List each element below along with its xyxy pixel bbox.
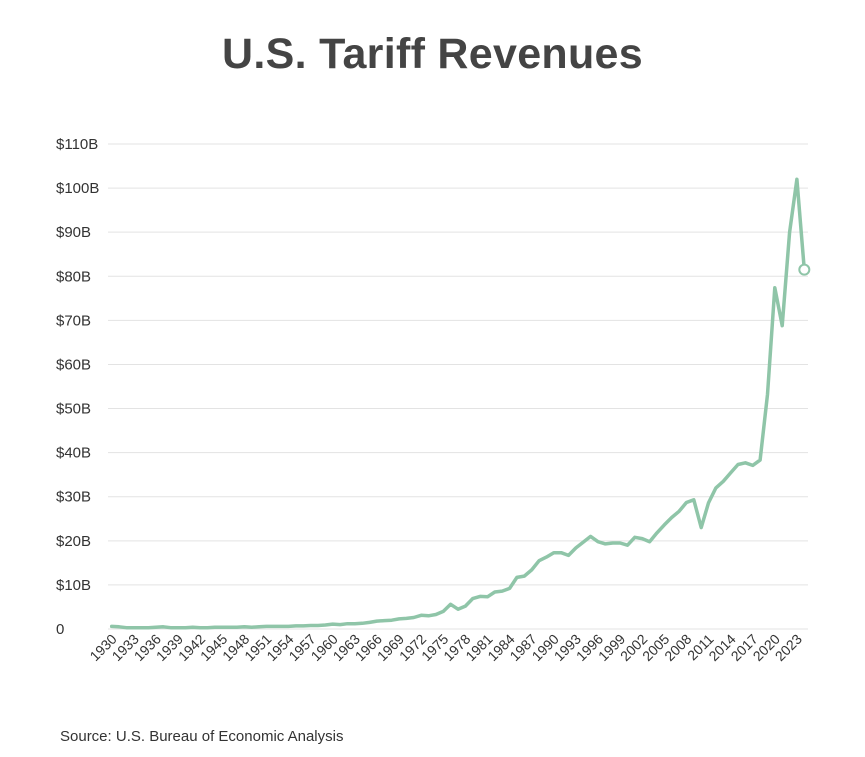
y-tick-label: $30B [56, 489, 91, 506]
gridlines [108, 143, 808, 630]
y-tick-label: $100B [56, 180, 99, 197]
y-tick-label: $50B [56, 401, 91, 418]
y-tick-label: $90B [56, 224, 91, 241]
y-tick-label: $10B [56, 577, 91, 594]
source-note: Source: U.S. Bureau of Economic Analysis [60, 728, 344, 745]
y-tick-label: $70B [56, 312, 91, 329]
y-tick-label: $110B [56, 136, 98, 153]
y-tick-label: $80B [56, 268, 91, 285]
y-tick-label: $40B [56, 445, 91, 462]
last-point-marker [798, 263, 811, 276]
series-layer [109, 177, 811, 630]
series-line-tariff-revenue [109, 177, 807, 630]
chart-title: U.S. Tariff Revenues [222, 30, 643, 78]
y-axis-ticks: 0 $10B $20B $30B $40B $50B $60B $70B $80B $90B $10… [56, 136, 99, 638]
x-axis-ticks: 1930193319361939194219451948195119541957… [86, 631, 805, 664]
x-tick-label: 2023 [772, 631, 805, 664]
y-tick-label: 0 [56, 621, 64, 638]
y-tick-label: $20B [56, 533, 91, 550]
y-tick-label: $60B [56, 356, 91, 373]
